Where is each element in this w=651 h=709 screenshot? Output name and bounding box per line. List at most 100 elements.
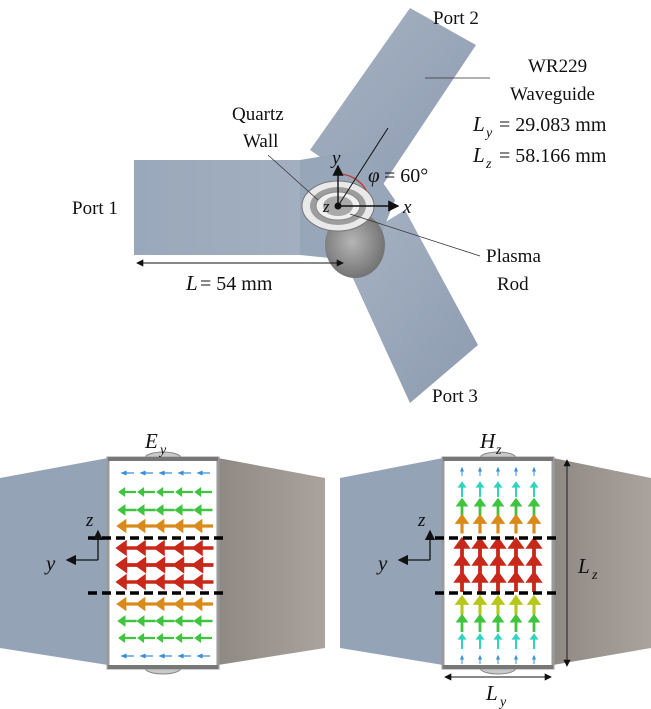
y-junction <box>134 8 478 403</box>
hz-field-arrow <box>525 553 543 575</box>
hz-field-arrow <box>471 536 489 558</box>
ey-field-arrow <box>115 539 138 557</box>
ey-field-arrow <box>136 504 156 516</box>
ey-field-arrow <box>135 596 156 612</box>
ey-field-arrow <box>174 615 194 627</box>
ey-field-arrow <box>194 487 212 497</box>
svg-text:H: H <box>479 429 497 453</box>
hz-field-arrow <box>455 497 469 516</box>
hz-field-arrow <box>513 466 519 476</box>
ey-field-arrow <box>177 470 191 476</box>
quartz-label-line1: Quartz <box>232 104 284 125</box>
hz-field-arrow <box>490 594 506 615</box>
hz-field-arrow <box>495 654 501 664</box>
ey-field-arrows <box>115 470 214 659</box>
ey-field-arrow <box>196 470 210 476</box>
waveguide-arm-port2 <box>310 8 476 195</box>
svg-text:= 58.166 mm: = 58.166 mm <box>499 145 607 167</box>
ey-field-arrow <box>116 518 137 534</box>
ey-field-arrow <box>154 596 175 612</box>
ey-field-arrow <box>172 573 195 591</box>
ey-field-arrow <box>175 487 193 497</box>
hz-field-arrow <box>490 513 506 534</box>
hz-field-arrow <box>454 513 470 534</box>
quartz-label-line2: Wall <box>243 131 278 152</box>
svg-text:y: y <box>158 443 167 458</box>
ey-waveguide-right <box>218 458 325 665</box>
ey-field-arrow <box>117 504 137 516</box>
ey-axis-z: z <box>85 510 94 531</box>
svg-text:L: L <box>577 554 590 578</box>
hz-field-arrow <box>472 594 488 615</box>
length-label: L = 54 mm <box>185 271 273 295</box>
hz-field-arrow <box>491 497 505 516</box>
hz-field-arrow <box>459 654 465 664</box>
ey-field-arrow <box>158 470 172 476</box>
hz-waveguide-right <box>553 458 651 665</box>
hz-field-arrow <box>513 654 519 664</box>
ey-field-arrow <box>137 633 155 643</box>
plasma-leader <box>349 213 481 257</box>
hz-panel: z y H z L z L y <box>340 429 651 709</box>
svg-text:y: y <box>484 126 493 141</box>
hz-field-arrow <box>473 613 487 632</box>
plasma-label-line1: Plasma <box>486 246 541 267</box>
ey-field-arrow <box>193 504 213 516</box>
ey-field-arrow <box>135 518 156 534</box>
svg-text:φ: φ <box>368 163 380 187</box>
hz-field-arrow <box>475 481 485 497</box>
ey-field-arrow <box>117 615 137 627</box>
hz-axis-y: y <box>376 551 388 575</box>
ey-field-arrow <box>139 470 153 476</box>
svg-text:z: z <box>485 157 492 172</box>
axis-z-dot <box>334 202 342 210</box>
hz-field-arrow <box>507 553 525 575</box>
hz-field-arrow <box>509 497 523 516</box>
axis-z-label: z <box>322 197 330 216</box>
hz-field-arrow <box>495 466 501 476</box>
ey-field-arrow <box>192 518 213 534</box>
svg-text:L: L <box>472 143 485 167</box>
ey-field-arrow <box>153 573 176 591</box>
hz-field-arrow <box>508 513 524 534</box>
port1-label: Port 1 <box>72 198 118 219</box>
hz-field-arrow <box>453 536 471 558</box>
hz-lz-label: L z <box>577 554 598 583</box>
ey-field-arrow <box>191 539 214 557</box>
hz-field-arrow <box>489 570 507 592</box>
ey-field-arrow <box>194 633 212 643</box>
ey-field-arrow <box>155 615 175 627</box>
ey-field-arrow <box>191 573 214 591</box>
hz-field-arrow <box>527 497 541 516</box>
axis-y-label: y <box>330 148 341 169</box>
ey-field-arrow <box>136 615 156 627</box>
ey-field-arrow <box>134 539 157 557</box>
phi-label: φ = 60° <box>368 163 428 187</box>
hz-field-arrow <box>489 536 507 558</box>
hz-field-arrow <box>507 570 525 592</box>
port2-label: Port 2 <box>433 8 479 29</box>
hz-field-arrow <box>472 513 488 534</box>
svg-text:= 54 mm: = 54 mm <box>200 273 273 295</box>
hz-field-arrow <box>525 570 543 592</box>
ey-field-arrow <box>155 504 175 516</box>
svg-text:z: z <box>591 568 598 583</box>
svg-text:L: L <box>472 112 485 136</box>
hz-field-arrow <box>509 613 523 632</box>
ey-field-arrow <box>154 518 175 534</box>
hz-field-arrow <box>526 594 542 615</box>
ey-field-arrow <box>115 573 138 591</box>
ey-field-arrow <box>153 539 176 557</box>
ey-field-arrow <box>134 573 157 591</box>
hz-field-arrow <box>526 513 542 534</box>
svg-text:L: L <box>485 681 498 705</box>
ey-field-arrow <box>118 487 136 497</box>
hz-waveguide-left <box>340 458 443 665</box>
hz-field-arrow <box>489 553 507 575</box>
hz-field-arrow <box>525 536 543 558</box>
ey-field-arrow <box>175 633 193 643</box>
ey-field-arrow <box>172 556 195 574</box>
ey-field-arrow <box>153 556 176 574</box>
svg-text:y: y <box>498 695 507 709</box>
